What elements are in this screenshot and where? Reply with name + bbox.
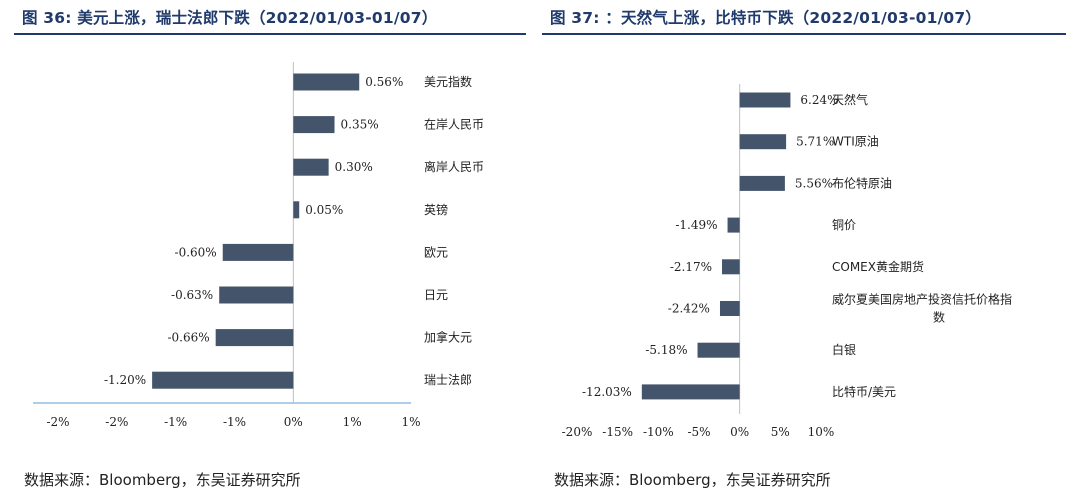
right-figure-title: 图 37: ：天然气上涨，比特币下跌（2022/01/03-01/07） (550, 9, 982, 27)
left-tick-label: 1% (401, 415, 420, 429)
left-category-label: 离岸人民币 (424, 159, 484, 174)
right-figure-panel: 图 37: ：天然气上涨，比特币下跌（2022/01/03-01/07） 6.2… (540, 0, 1080, 499)
left-tick-label: -2% (105, 415, 128, 429)
right-category-label: 布伦特原油 (832, 175, 892, 190)
right-title-rule (542, 33, 1066, 35)
right-category-label: 数 (933, 310, 945, 325)
right-bar (719, 301, 740, 316)
right-source-note: 数据来源：Bloomberg，东吴证券研究所 (554, 471, 831, 489)
left-category-label: 欧元 (424, 245, 448, 259)
right-bar (697, 342, 740, 358)
right-value-label: -2.42% (668, 302, 710, 316)
left-figure-panel: 图 36: 美元上涨，瑞士法郎下跌（2022/01/03-01/07） 0.56… (14, 9, 526, 489)
left-value-label: 0.35% (341, 118, 379, 132)
left-source-note: 数据来源：Bloomberg，东吴证券研究所 (24, 471, 301, 489)
left-tick-label: 1% (343, 415, 362, 429)
left-category-label: 在岸人民币 (424, 118, 484, 132)
right-bar (739, 92, 791, 108)
left-value-label: -0.66% (167, 331, 209, 345)
right-category-label: 威尔夏美国房地产投资信托价格指 (832, 292, 1012, 307)
right-tick-label: -5% (687, 425, 710, 439)
left-bar (293, 158, 329, 176)
left-figure-title: 图 36: 美元上涨，瑞士法郎下跌（2022/01/03-01/07） (22, 9, 438, 27)
left-category-label: 加拿大元 (424, 330, 472, 345)
right-tick-label: -15% (602, 425, 633, 439)
left-category-label: 日元 (424, 288, 448, 302)
left-bar-chart: 0.56% 美元指数 0.35% 在岸人民币 0.30% 离岸人民币 0.05% 英镑 -0.6… (33, 62, 484, 429)
right-value-label: 5.71% (796, 135, 834, 149)
right-bar (641, 384, 740, 400)
left-value-label: 0.30% (335, 160, 373, 174)
left-bar (293, 201, 300, 219)
right-category-label: 铜价 (832, 217, 856, 232)
left-bar (152, 371, 294, 389)
left-value-label: 0.05% (305, 203, 343, 217)
left-tick-label: -1% (164, 415, 187, 429)
right-bar (722, 259, 740, 275)
left-tick-label: 0% (284, 415, 303, 429)
right-tick-label: -10% (643, 425, 674, 439)
left-category-label: 瑞士法郎 (424, 373, 472, 387)
right-value-label: -12.03% (582, 385, 632, 399)
left-value-label: -0.60% (175, 245, 217, 259)
right-bar (739, 175, 785, 191)
left-bar (215, 329, 294, 347)
left-category-label: 美元指数 (424, 74, 472, 89)
left-value-label: 0.56% (365, 75, 403, 89)
left-value-label: -1.20% (104, 373, 146, 387)
right-value-label: -2.17% (670, 260, 712, 274)
right-value-label: 5.56% (795, 176, 833, 190)
left-bar (222, 243, 294, 261)
right-bar (727, 217, 740, 233)
left-tick-label: -2% (46, 415, 69, 429)
left-bar (293, 73, 360, 91)
right-value-label: 6.24% (800, 93, 838, 107)
right-category-label: 比特币/美元 (832, 384, 896, 399)
left-value-label: -0.63% (171, 288, 213, 302)
right-bar-chart: 6.24%天然气 5.71%WTI原油 5.56%布伦特原油 -1.49% 铜价 -2.1… (562, 84, 1012, 439)
right-category-label: 白银 (832, 342, 856, 357)
right-category-label: WTI原油 (832, 135, 879, 149)
right-bar (739, 134, 787, 150)
right-category-label: COMEX黄金期货 (832, 259, 924, 274)
right-category-label: 天然气 (832, 92, 868, 107)
right-value-label: -5.18% (645, 343, 687, 357)
right-tick-label: 10% (808, 425, 835, 439)
right-value-label: -1.49% (675, 218, 717, 232)
left-bar (293, 116, 335, 134)
left-tick-label: -1% (223, 415, 246, 429)
left-category-label: 英镑 (424, 202, 448, 217)
right-tick-label: 0% (730, 425, 749, 439)
left-title-rule (14, 33, 526, 35)
right-tick-label: -20% (562, 425, 593, 439)
right-tick-label: 5% (771, 425, 790, 439)
left-bar (219, 286, 294, 304)
